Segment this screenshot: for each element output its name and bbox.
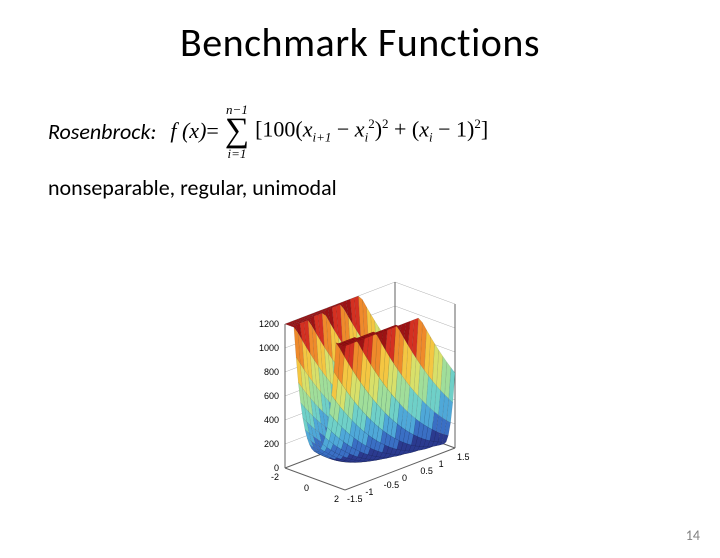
minus1b: − 1)	[433, 117, 475, 142]
svg-text:800: 800	[264, 367, 279, 377]
svg-text:-1.5: -1.5	[347, 494, 363, 504]
xi1-sub: i+1	[312, 130, 331, 145]
page-number: 14	[686, 527, 700, 544]
formula-lhs: f (x)	[170, 118, 206, 144]
xi2: x	[355, 117, 365, 142]
formula-body: [100(xi+1 − xi2)2 + (xi − 1)2]	[255, 116, 488, 146]
formula-eq: =	[206, 118, 218, 144]
svg-text:0.5: 0.5	[420, 466, 433, 476]
rosenbrock-formula: f (x) = n−1 ∑ i=1 [100(xi+1 − xi2)2 + (x…	[170, 103, 488, 160]
xi3: x	[419, 117, 429, 142]
svg-text:1000: 1000	[259, 343, 279, 353]
svg-text:1200: 1200	[259, 319, 279, 329]
rosenbrock-surface-chart: 020040060080010001200-202-1.5-1-0.500.51…	[170, 278, 550, 528]
sum-lower: i=1	[227, 147, 246, 160]
plus: + (	[389, 117, 420, 142]
svg-text:1.5: 1.5	[457, 452, 470, 462]
page-title: Benchmark Functions	[0, 18, 720, 67]
function-name: Rosenbrock:	[48, 118, 156, 145]
function-properties: nonseparable, regular, unimodal	[48, 174, 720, 201]
sigma-icon: n−1 ∑ i=1	[225, 103, 249, 160]
formula-row: Rosenbrock: f (x) = n−1 ∑ i=1 [100(xi+1 …	[48, 103, 720, 160]
xi2-sub: i	[365, 130, 369, 145]
svg-text:-0.5: -0.5	[384, 480, 400, 490]
svg-text:600: 600	[264, 391, 279, 401]
close-bracket: ]	[481, 117, 488, 142]
svg-text:-1: -1	[365, 487, 373, 497]
svg-text:0: 0	[304, 483, 309, 493]
sum-symbol: ∑	[225, 116, 249, 147]
minus1: −	[331, 117, 354, 142]
body-prefix: [100(	[255, 117, 303, 142]
svg-text:2: 2	[334, 494, 339, 504]
close1: )	[375, 117, 382, 142]
svg-text:400: 400	[264, 415, 279, 425]
svg-text:-2: -2	[271, 472, 279, 482]
svg-text:0: 0	[402, 473, 407, 483]
svg-text:200: 200	[264, 439, 279, 449]
svg-text:1: 1	[439, 459, 444, 469]
